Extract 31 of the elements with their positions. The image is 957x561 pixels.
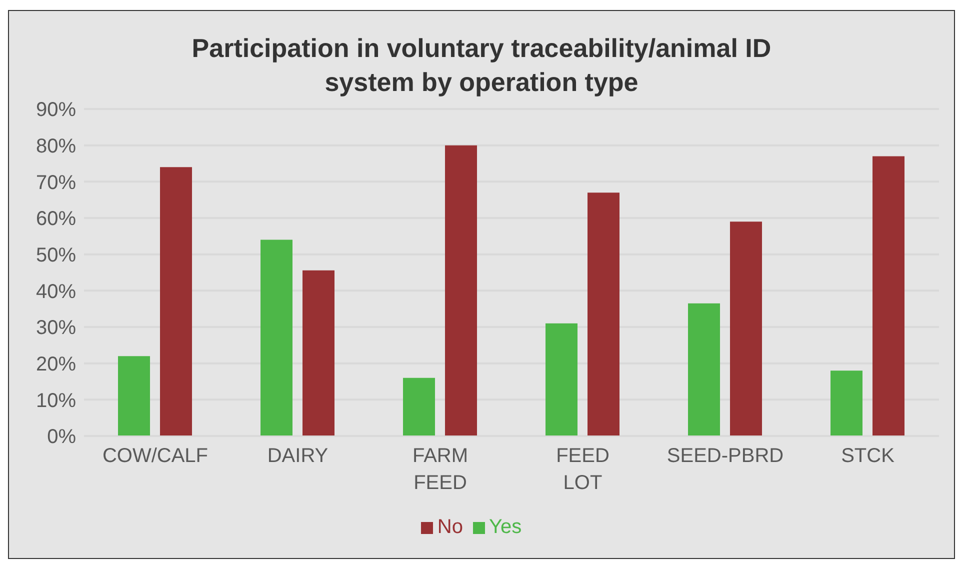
bar (830, 370, 862, 436)
bar (445, 145, 477, 436)
x-tick-label: FEED LOT (556, 445, 610, 494)
y-tick-label: 80% (36, 135, 76, 158)
x-tick-label: STCK (841, 445, 896, 467)
y-tick-label: 90% (36, 99, 76, 122)
x-tick-label: SEED-PBRD (666, 445, 784, 467)
y-tick-label: 50% (36, 244, 76, 266)
x-tick-label: FARM FEED (412, 445, 468, 494)
bar (872, 156, 904, 436)
bar (546, 323, 578, 436)
legend-label: No (437, 516, 463, 538)
x-tick-label: COW/CALF (102, 445, 208, 467)
bar (730, 222, 762, 436)
y-tick-label: 30% (36, 317, 76, 340)
y-tick-label: 0% (47, 426, 76, 448)
y-tick-label: 70% (36, 172, 76, 194)
bar (403, 378, 435, 436)
bar (588, 192, 620, 436)
y-tick-label: 10% (36, 390, 76, 412)
chart-title: Participation in voluntary traceability/animal ID system by operation type (190, 32, 772, 99)
y-tick-label: 40% (36, 280, 76, 303)
bar (118, 356, 150, 436)
y-tick-label: 60% (36, 208, 76, 230)
bar (260, 240, 292, 436)
legend-label: Yes (488, 516, 522, 538)
bar (160, 167, 192, 436)
bar (688, 303, 720, 436)
bar (302, 270, 334, 436)
x-tick-label: DAIRY (267, 445, 328, 467)
y-tick-label: 20% (36, 353, 76, 376)
